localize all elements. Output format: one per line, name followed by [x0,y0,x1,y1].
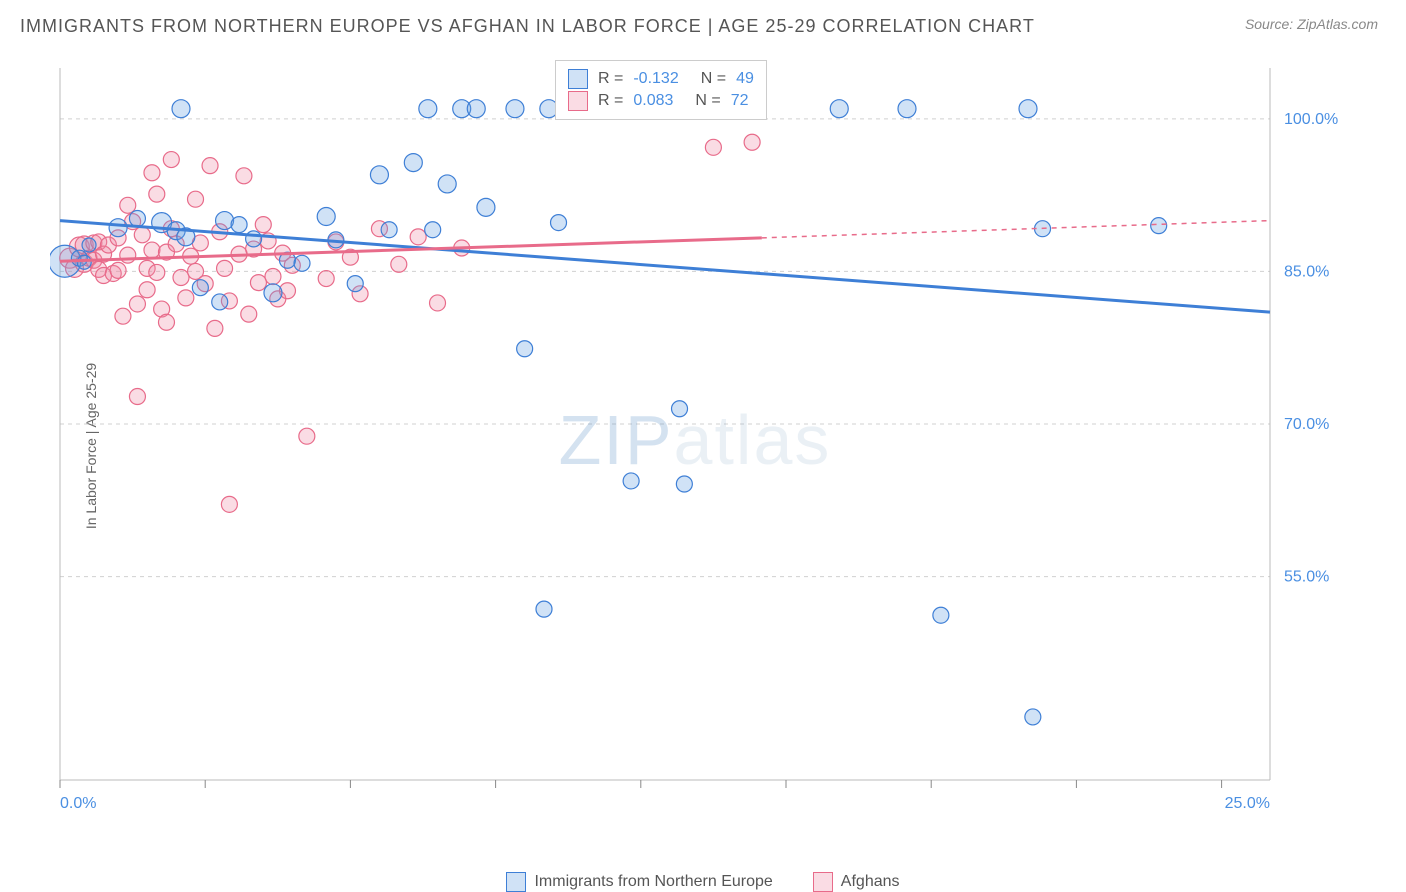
stat-swatch [568,91,588,111]
stat-r-value: 0.083 [633,92,673,110]
stat-r-label: R = [598,92,623,110]
legend-label: Afghans [841,873,900,891]
plot-area: 55.0%70.0%85.0%100.0%0.0%25.0% ZIPatlas [50,60,1340,820]
stat-n-label: N = [701,70,726,88]
legend-swatch [506,872,526,892]
stat-swatch [568,69,588,89]
chart-container: IMMIGRANTS FROM NORTHERN EUROPE VS AFGHA… [0,0,1406,892]
svg-text:85.0%: 85.0% [1284,263,1329,280]
correlation-stats-box: R = -0.132 N = 49 R = 0.083 N = 72 [555,60,767,120]
svg-text:25.0%: 25.0% [1225,795,1270,812]
svg-text:100.0%: 100.0% [1284,111,1338,128]
stat-n-value: 72 [731,92,749,110]
stat-n-value: 49 [736,70,754,88]
stat-n-label: N = [695,92,720,110]
stat-row: R = -0.132 N = 49 [568,69,754,89]
stat-r-value: -0.132 [633,70,678,88]
legend: Immigrants from Northern Europe Afghans [0,872,1406,892]
svg-text:70.0%: 70.0% [1284,416,1329,433]
svg-text:55.0%: 55.0% [1284,569,1329,586]
chart-title: IMMIGRANTS FROM NORTHERN EUROPE VS AFGHA… [20,16,1035,37]
source-attribution: Source: ZipAtlas.com [1245,16,1378,32]
stat-row: R = 0.083 N = 72 [568,91,754,111]
scatter-chart: 55.0% 70.0% 85.0% 100.0% 0.0% 25.0% [50,60,1340,820]
legend-item: Afghans [813,872,900,892]
legend-label: Immigrants from Northern Europe [534,873,772,891]
stat-r-label: R = [598,70,623,88]
legend-swatch [813,872,833,892]
legend-item: Immigrants from Northern Europe [506,872,772,892]
svg-text:0.0%: 0.0% [60,795,96,812]
